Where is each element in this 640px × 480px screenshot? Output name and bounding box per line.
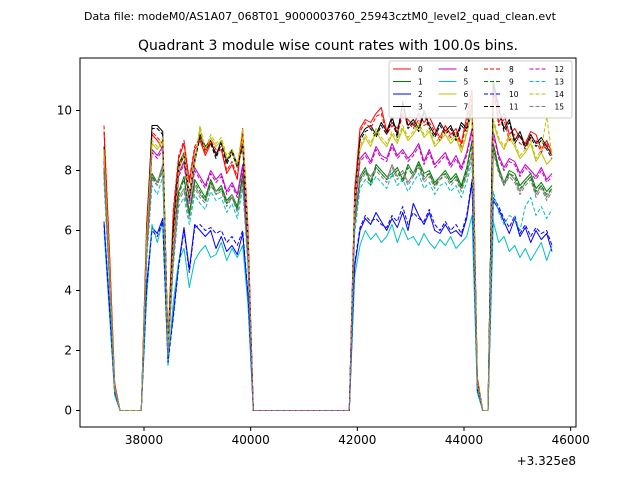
x-tick-label: 40000 (232, 433, 270, 447)
data-file-header: Data file: modeM0/AS1A07_068T01_90000037… (84, 10, 557, 23)
legend-label-1: 1 (418, 78, 423, 87)
x-tick-label: 38000 (125, 433, 163, 447)
legend-label-3: 3 (418, 103, 423, 112)
legend-label-7: 7 (464, 103, 469, 112)
legend-label-13: 13 (555, 78, 565, 87)
legend-label-2: 2 (418, 90, 423, 99)
chart-title: Quadrant 3 module wise count rates with … (138, 38, 518, 54)
legend-label-9: 9 (509, 78, 514, 87)
y-tick-label: 2 (64, 344, 72, 358)
x-tick-label: 46000 (552, 433, 590, 447)
y-tick-label: 10 (57, 104, 72, 118)
plot-frame (79, 57, 577, 428)
y-tick-label: 6 (64, 224, 72, 238)
legend-label-11: 11 (509, 103, 519, 112)
legend-label-8: 8 (509, 65, 514, 74)
x-offset-label: +3.325e8 (517, 454, 576, 468)
legend-label-14: 14 (555, 90, 565, 99)
y-tick-label: 4 (64, 284, 72, 298)
legend-label-0: 0 (418, 65, 423, 74)
series-layer (103, 80, 553, 411)
x-tick-label: 42000 (338, 433, 376, 447)
x-tick-label: 44000 (445, 433, 483, 447)
legend-label-4: 4 (464, 65, 469, 74)
legend-label-12: 12 (555, 65, 565, 74)
y-tick-label: 0 (64, 404, 72, 418)
legend-box (388, 60, 573, 119)
legend-label-10: 10 (509, 90, 519, 99)
y-tick-label: 8 (64, 164, 72, 178)
series-line-15 (103, 152, 553, 411)
legend-label-6: 6 (464, 90, 469, 99)
legend-label-15: 15 (555, 103, 565, 112)
legend-label-5: 5 (464, 78, 469, 87)
